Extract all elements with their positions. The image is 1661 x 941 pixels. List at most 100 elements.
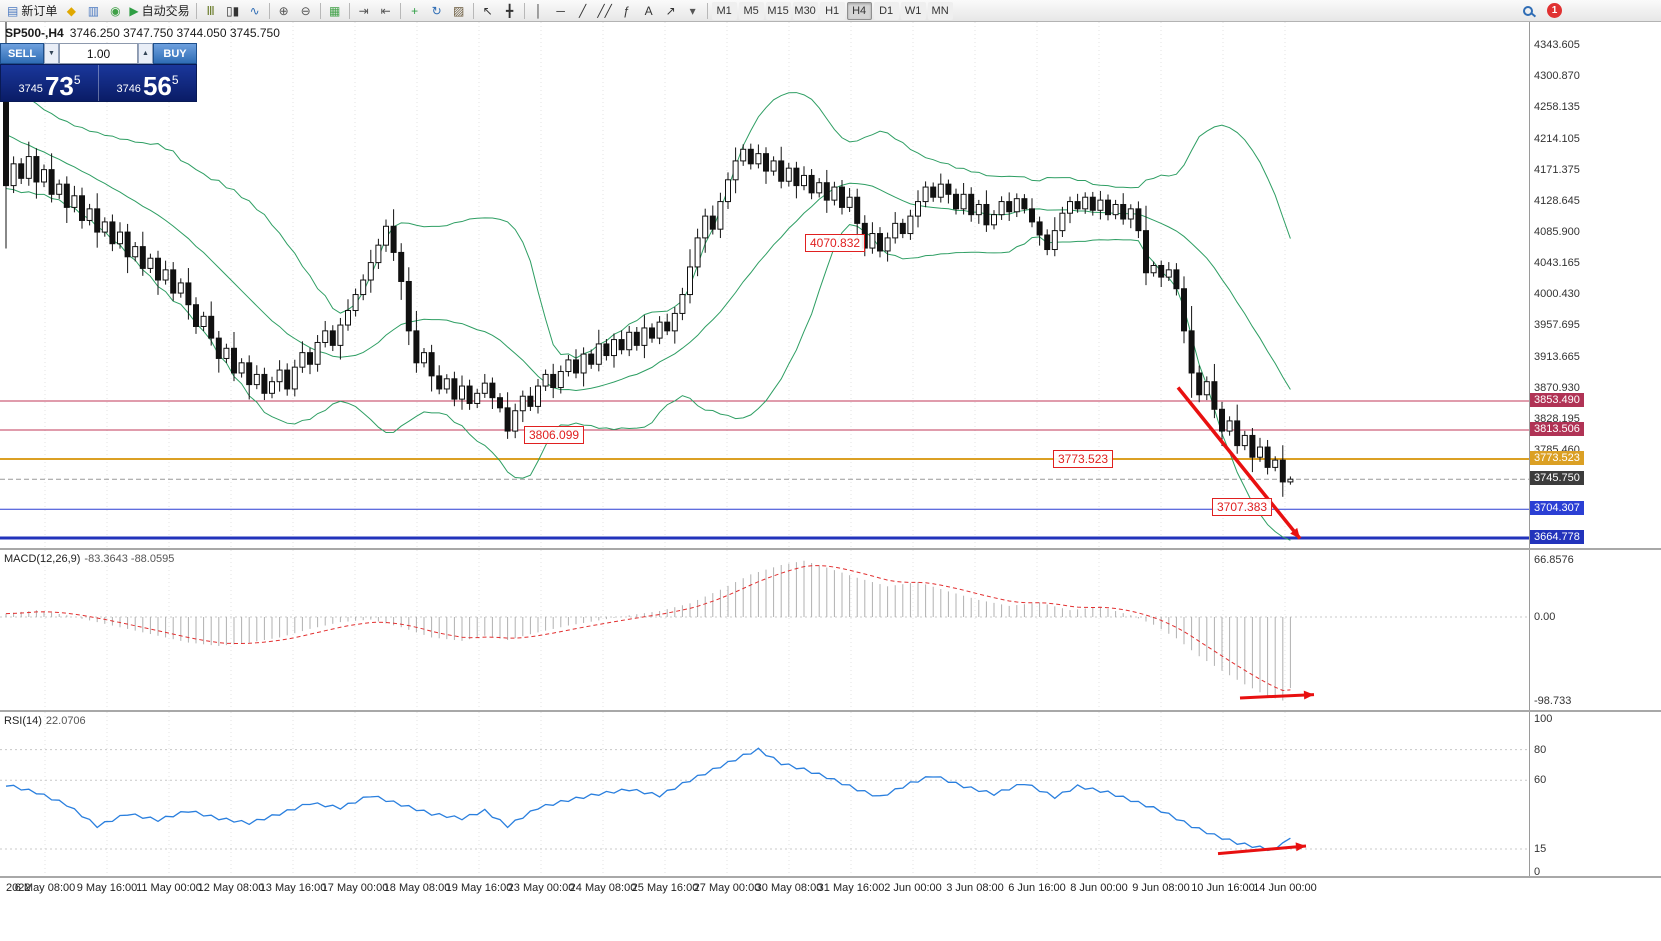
one-click-trading-panel: SELL ▼ 1.00 ▲ BUY 3745 73 5 3746 56 5 — [0, 43, 197, 102]
tf-button-M5[interactable]: M5 — [738, 1, 764, 20]
indicators-button[interactable]: + — [404, 1, 426, 20]
text-icon: A — [644, 3, 653, 18]
toolbar-separator — [195, 2, 197, 19]
time-axis-label: 12 May 08:00 — [197, 882, 265, 894]
templates-button[interactable]: ▨ — [448, 1, 470, 20]
text-button[interactable]: A — [638, 1, 660, 20]
indicators-icon: + — [411, 3, 419, 18]
zoom-out-button[interactable]: ⊖ — [295, 1, 317, 20]
tf-button-D1[interactable]: D1 — [873, 1, 899, 20]
time-axis-label: 14 Jun 00:00 — [1253, 882, 1317, 894]
toolbar-separator — [706, 2, 708, 19]
bid-price[interactable]: 3745 73 5 — [1, 65, 98, 101]
macd-histogram-layer — [5, 560, 1291, 701]
price-label-annotation[interactable]: 3806.099 — [524, 426, 585, 444]
new-order-button[interactable]: ▤ 新订单 — [4, 1, 60, 20]
toolbar-left-group: ▤ 新订单 ◆ ▥ ◉ ▶ 自动交易 Ⅲ ▯▮ ∿ ⊕ ⊖ ▦ ⇥ ⇤ + ↻ ▨ ↖ ╋ │ ─ ╱ ╱╱ ƒ A ↗ ▾ — [4, 0, 711, 21]
time-axis[interactable]: 2022 6 May 08:00 9 May 16:00 11 May 00:00 12… — [0, 878, 1661, 898]
tf-button-M15[interactable]: M15 — [765, 1, 791, 20]
price-axis-tick: 4043.165 — [1534, 257, 1580, 269]
price-label-annotation[interactable]: 4070.832 — [805, 234, 866, 252]
metaeditor-button[interactable]: ◆ — [60, 1, 82, 20]
rsi-panel: RSI(14) 22.0706 — [0, 712, 1529, 876]
timeframe-group: M1 M5 M15 M30 H1 H4 D1 W1 MN — [711, 0, 954, 21]
chart-bars-button[interactable]: Ⅲ — [200, 1, 222, 20]
fibonacci-button[interactable]: ƒ — [616, 1, 638, 20]
channel-button[interactable]: ╱╱ — [594, 1, 616, 20]
tf-button-W1[interactable]: W1 — [900, 1, 926, 20]
chart-candles-button[interactable]: ▯▮ — [222, 1, 244, 20]
vertical-line-button[interactable]: │ — [528, 1, 550, 20]
tf-button-M1[interactable]: M1 — [711, 1, 737, 20]
search-zoom-button[interactable] — [1517, 1, 1539, 20]
chart-line-button[interactable]: ∿ — [244, 1, 266, 20]
macd-label: MACD(12,26,9) -83.3643 -88.0595 — [4, 553, 174, 565]
periods-button[interactable]: ↻ — [426, 1, 448, 20]
horizontal-line-button[interactable]: ─ — [550, 1, 572, 20]
new-order-icon: ▤ — [7, 3, 19, 18]
price-axis-tick: 3870.930 — [1534, 382, 1580, 394]
autotrading-button[interactable]: ▶ 自动交易 — [126, 1, 192, 20]
profile-button[interactable]: ▥ — [82, 1, 104, 20]
price-axis-badge: 3745.750 — [1530, 471, 1584, 485]
price-label-annotation[interactable]: 3707.383 — [1212, 498, 1273, 516]
price-axis[interactable]: 4343.605 4300.870 4258.135 4214.105 4171.375… — [1529, 22, 1661, 878]
macd-axis-tick: 66.8576 — [1534, 554, 1574, 566]
ask-price-prefix: 3746 — [116, 83, 141, 95]
shapes-dropdown-icon: ▾ — [689, 3, 696, 18]
ask-price[interactable]: 3746 56 5 — [98, 65, 196, 101]
cursor-button[interactable]: ↖ — [477, 1, 499, 20]
crosshair-icon: ╋ — [505, 3, 514, 18]
panel-separator[interactable] — [0, 710, 1661, 712]
toolbar-separator — [348, 2, 350, 19]
bid-price-prefix: 3745 — [18, 83, 43, 95]
volume-decrease-button[interactable]: ▼ — [44, 43, 59, 64]
buy-button[interactable]: BUY — [153, 43, 197, 64]
arrows-button[interactable]: ↗ — [660, 1, 682, 20]
tf-button-MN[interactable]: MN — [927, 1, 953, 20]
macd-axis-tick: -98.733 — [1534, 695, 1572, 707]
toolbar-separator — [399, 2, 401, 19]
chart-candles-icon: ▯▮ — [226, 3, 240, 18]
volume-increase-button[interactable]: ▲ — [138, 43, 153, 64]
time-axis-label: 19 May 16:00 — [445, 882, 513, 894]
candles-layer — [3, 22, 1294, 497]
tile-windows-button[interactable]: ▦ — [324, 1, 346, 20]
tf-button-H1[interactable]: H1 — [819, 1, 845, 20]
grid-layer — [44, 22, 1286, 548]
time-axis-label: 2022 — [6, 882, 31, 894]
time-axis-label: 31 May 16:00 — [817, 882, 885, 894]
toolbar: ▤ 新订单 ◆ ▥ ◉ ▶ 自动交易 Ⅲ ▯▮ ∿ ⊕ ⊖ ▦ ⇥ ⇤ + ↻ ▨ ↖ ╋ │ ─ ╱ ╱╱ ƒ A ↗ ▾ M1 M5… — [0, 0, 1661, 22]
panel-separator[interactable] — [0, 548, 1661, 550]
price-label-annotation[interactable]: 3773.523 — [1053, 450, 1114, 468]
crosshair-button[interactable]: ╋ — [499, 1, 521, 20]
rsi-axis-tick: 15 — [1534, 843, 1547, 855]
price-axis-badge: 3664.778 — [1530, 530, 1584, 544]
notification-badge[interactable]: 1 — [1547, 3, 1562, 18]
new-order-button-label: 新订单 — [21, 4, 58, 18]
shapes-dropdown-button[interactable]: ▾ — [682, 1, 704, 20]
tf-button-H4[interactable]: H4 — [846, 1, 872, 20]
level-lines-layer — [0, 400, 1529, 540]
time-axis-label: 13 May 16:00 — [259, 882, 327, 894]
tf-button-M30[interactable]: M30 — [792, 1, 818, 20]
zoom-in-button[interactable]: ⊕ — [273, 1, 295, 20]
auto-scroll-button[interactable]: ⇥ — [353, 1, 375, 20]
cursor-icon: ↖ — [482, 3, 493, 18]
macd-canvas — [0, 550, 1529, 710]
sell-button[interactable]: SELL — [0, 43, 44, 64]
price-chart-canvas — [0, 22, 1529, 548]
bid-price-sup: 5 — [73, 73, 81, 87]
trendline-button[interactable]: ╱ — [572, 1, 594, 20]
chart-shift-button[interactable]: ⇤ — [375, 1, 397, 20]
main-chart-panel[interactable]: SP500-,H4 3746.250 3747.750 3744.050 3745… — [0, 22, 1529, 548]
toolbar-separator — [523, 2, 525, 19]
chart-bars-icon: Ⅲ — [206, 3, 215, 18]
volume-input[interactable]: 1.00 — [59, 43, 138, 64]
price-axis-tick: 4128.645 — [1534, 195, 1580, 207]
price-axis-badge: 3853.490 — [1530, 393, 1584, 407]
terminal-button[interactable]: ◉ — [104, 1, 126, 20]
time-axis-label: 9 Jun 08:00 — [1132, 882, 1190, 894]
price-axis-badge: 3813.506 — [1530, 422, 1584, 436]
time-axis-label: 6 Jun 16:00 — [1008, 882, 1066, 894]
